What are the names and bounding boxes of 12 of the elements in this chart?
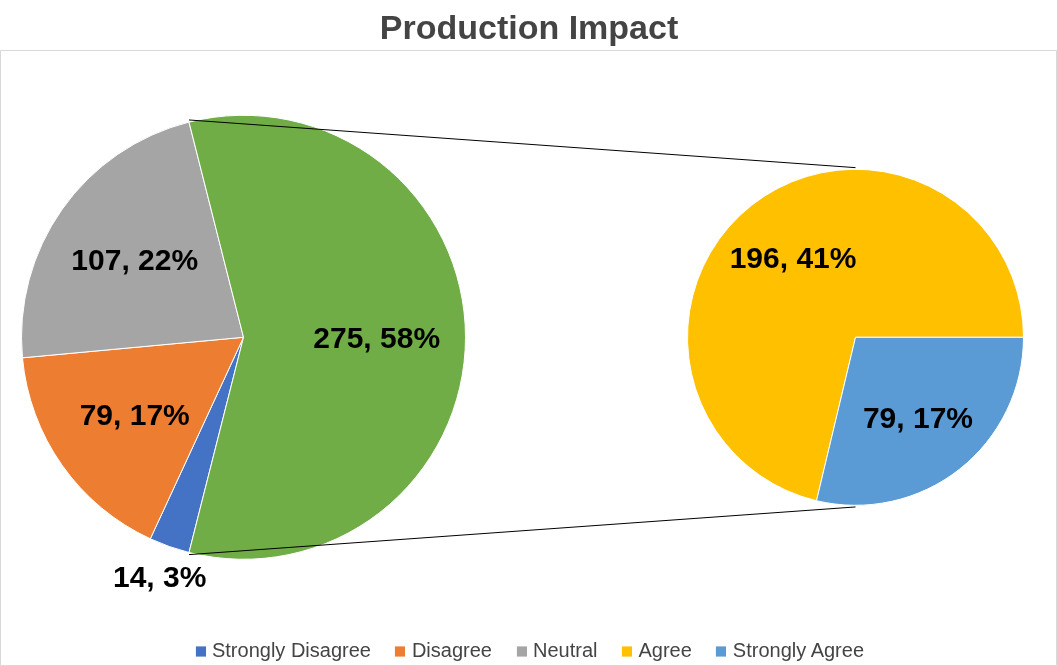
legend-label: Strongly Agree — [732, 639, 865, 662]
legend-label: Strongly Disagree — [211, 639, 371, 662]
chart-title: Production Impact — [379, 7, 679, 46]
legend-label: Disagree — [411, 639, 492, 662]
data-label: 196, 41% — [729, 240, 857, 274]
data-label: 79, 17% — [862, 400, 974, 434]
data-label: 14, 3% — [113, 559, 207, 593]
data-label: 79, 17% — [79, 398, 190, 432]
data-label: 107, 22% — [71, 243, 199, 277]
legend-label: Neutral — [532, 639, 598, 662]
legend-label: Agree — [638, 639, 692, 662]
data-label: 275, 58% — [313, 320, 441, 354]
